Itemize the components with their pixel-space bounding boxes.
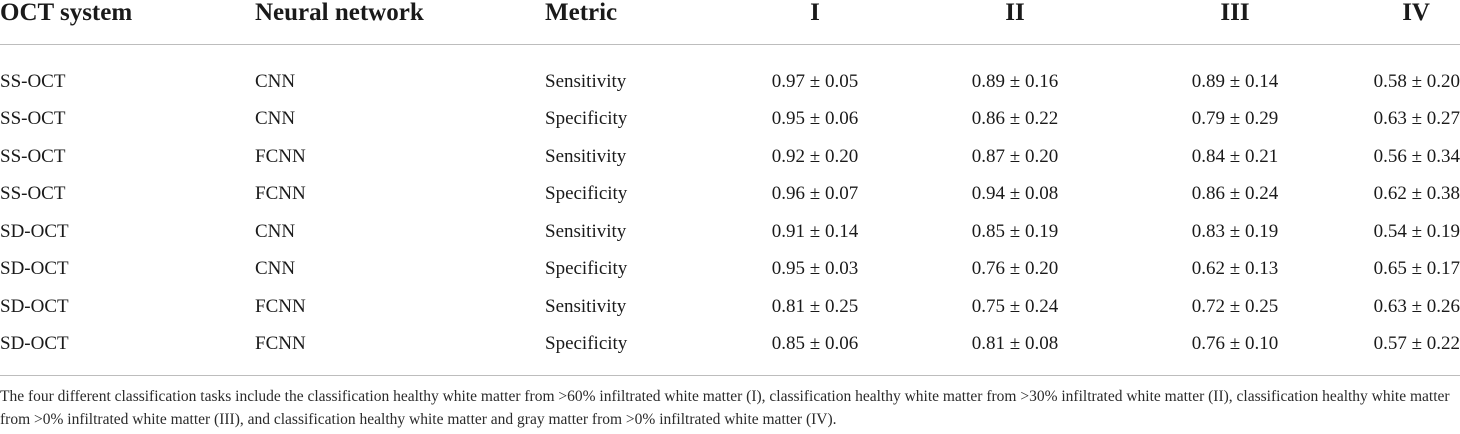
- cell-task-iv: 0.58 ± 0.20: [1373, 70, 1460, 92]
- table-footnote: The four different classification tasks …: [0, 388, 1450, 428]
- cell-task-ii: 0.89 ± 0.16: [971, 70, 1059, 92]
- cell-metric: Sensitivity: [545, 70, 627, 92]
- cell-metric: Sensitivity: [545, 295, 627, 317]
- cell-oct-system: SS-OCT: [0, 183, 66, 205]
- cell-task-ii: 0.94 ± 0.08: [971, 183, 1059, 205]
- cell-task-iv: 0.65 ± 0.17: [1373, 258, 1460, 280]
- table-row: SS-OCT CNN Sensitivity 0.97 ± 0.05 0.89 …: [0, 45, 1460, 101]
- cell-task-ii: 0.85 ± 0.19: [971, 220, 1059, 242]
- results-table: OCT system Neural network Metric I II II…: [0, 0, 1460, 376]
- cell-metric: Specificity: [545, 333, 628, 355]
- cell-neural-network: CNN: [255, 108, 296, 130]
- cell-task-i: 0.85 ± 0.06: [771, 333, 859, 355]
- table-row: SS-OCT CNN Specificity 0.95 ± 0.06 0.86 …: [0, 101, 1460, 139]
- cell-metric: Specificity: [545, 258, 628, 280]
- cell-task-iv: 0.63 ± 0.26: [1373, 295, 1460, 317]
- cell-oct-system: SD-OCT: [0, 295, 69, 317]
- cell-neural-network: FCNN: [255, 333, 306, 355]
- header-oct-system: OCT system: [0, 0, 255, 45]
- header-task-i: I: [725, 0, 905, 45]
- cell-task-ii: 0.76 ± 0.20: [971, 258, 1059, 280]
- cell-task-i: 0.91 ± 0.14: [771, 220, 859, 242]
- table-row: SS-OCT FCNN Specificity 0.96 ± 0.07 0.94…: [0, 176, 1460, 214]
- cell-task-ii: 0.81 ± 0.08: [971, 333, 1059, 355]
- cell-task-iv: 0.56 ± 0.34: [1373, 145, 1460, 167]
- cell-task-iii: 0.79 ± 0.29: [1191, 108, 1279, 130]
- cell-oct-system: SD-OCT: [0, 220, 69, 242]
- cell-task-iii: 0.76 ± 0.10: [1191, 333, 1279, 355]
- cell-metric: Specificity: [545, 183, 628, 205]
- cell-task-iv: 0.54 ± 0.19: [1373, 220, 1460, 242]
- cell-neural-network: CNN: [255, 70, 296, 92]
- cell-neural-network: FCNN: [255, 145, 306, 167]
- cell-metric: Sensitivity: [545, 220, 627, 242]
- header-task-iv: IV: [1345, 0, 1460, 45]
- cell-oct-system: SS-OCT: [0, 70, 66, 92]
- cell-task-iv: 0.62 ± 0.38: [1373, 183, 1460, 205]
- cell-neural-network: FCNN: [255, 183, 306, 205]
- cell-task-i: 0.96 ± 0.07: [771, 183, 859, 205]
- cell-task-iii: 0.84 ± 0.21: [1191, 145, 1279, 167]
- cell-task-i: 0.81 ± 0.25: [771, 295, 859, 317]
- table-row: SD-OCT CNN Sensitivity 0.91 ± 0.14 0.85 …: [0, 213, 1460, 251]
- cell-oct-system: SD-OCT: [0, 333, 69, 355]
- cell-oct-system: SS-OCT: [0, 145, 66, 167]
- cell-oct-system: SD-OCT: [0, 258, 69, 280]
- cell-task-iii: 0.89 ± 0.14: [1191, 70, 1279, 92]
- cell-task-i: 0.95 ± 0.06: [771, 108, 859, 130]
- table-bottom-divider: [0, 375, 1460, 376]
- cell-task-i: 0.92 ± 0.20: [771, 145, 859, 167]
- cell-task-ii: 0.86 ± 0.22: [971, 108, 1059, 130]
- table-row: SS-OCT FCNN Sensitivity 0.92 ± 0.20 0.87…: [0, 138, 1460, 176]
- cell-task-iii: 0.72 ± 0.25: [1191, 295, 1279, 317]
- header-task-ii: II: [905, 0, 1125, 45]
- table-row: SD-OCT FCNN Sensitivity 0.81 ± 0.25 0.75…: [0, 288, 1460, 326]
- cell-metric: Specificity: [545, 108, 628, 130]
- table-header-row: OCT system Neural network Metric I II II…: [0, 0, 1460, 45]
- cell-task-ii: 0.87 ± 0.20: [971, 145, 1059, 167]
- cell-task-iii: 0.86 ± 0.24: [1191, 183, 1279, 205]
- cell-neural-network: CNN: [255, 258, 296, 280]
- cell-task-iv: 0.63 ± 0.27: [1373, 108, 1460, 130]
- cell-oct-system: SS-OCT: [0, 108, 66, 130]
- header-task-iii: III: [1125, 0, 1345, 45]
- cell-task-ii: 0.75 ± 0.24: [971, 295, 1059, 317]
- cell-neural-network: FCNN: [255, 295, 306, 317]
- cell-metric: Sensitivity: [545, 145, 627, 167]
- cell-task-i: 0.97 ± 0.05: [771, 70, 859, 92]
- cell-task-iv: 0.57 ± 0.22: [1373, 333, 1460, 355]
- table-row: SD-OCT CNN Specificity 0.95 ± 0.03 0.76 …: [0, 251, 1460, 289]
- header-neural-network: Neural network: [255, 0, 545, 45]
- table-row: SD-OCT FCNN Specificity 0.85 ± 0.06 0.81…: [0, 326, 1460, 376]
- cell-task-iii: 0.83 ± 0.19: [1191, 220, 1279, 242]
- cell-task-i: 0.95 ± 0.03: [771, 258, 859, 280]
- cell-task-iii: 0.62 ± 0.13: [1191, 258, 1279, 280]
- cell-neural-network: CNN: [255, 220, 296, 242]
- header-metric: Metric: [545, 0, 725, 45]
